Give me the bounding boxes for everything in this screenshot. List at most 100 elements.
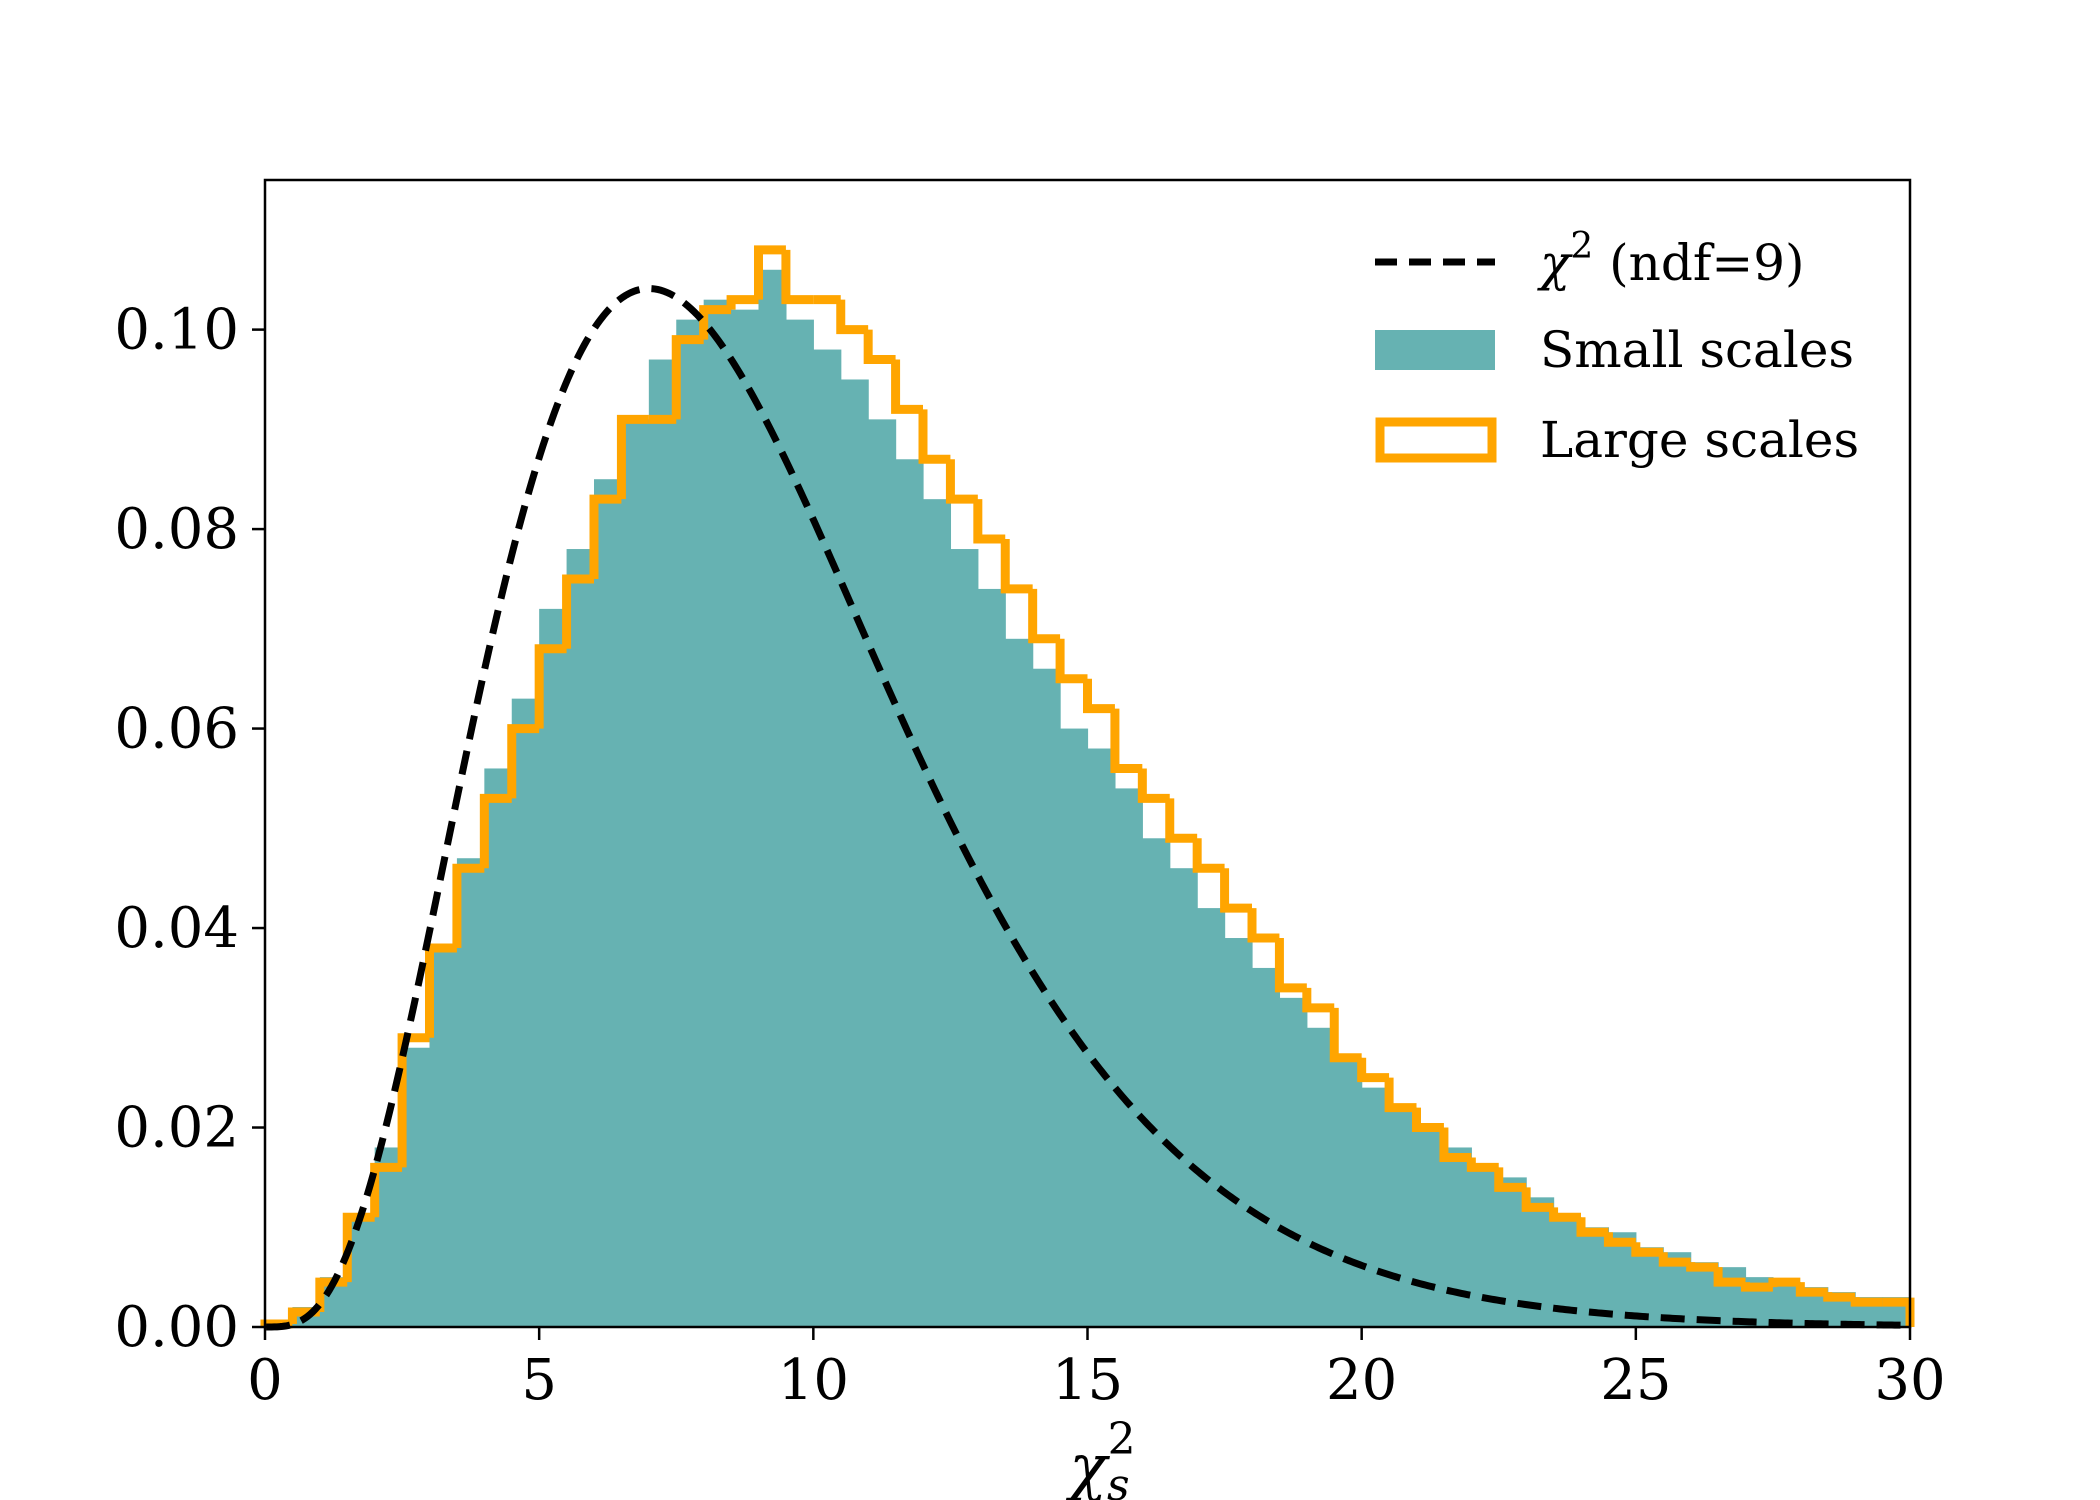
small-scales-bar (402, 1047, 431, 1327)
large-scales-bin (1439, 1127, 1472, 1162)
legend-curve-label: χ2 (ndf=9) (1537, 226, 1805, 292)
large-scales-bin (1000, 539, 1033, 594)
small-scales-bar (1389, 1107, 1418, 1327)
small-scales-bar (676, 319, 705, 1328)
large-scales-bin (671, 335, 704, 420)
large-scales-bin (1192, 838, 1225, 873)
large-scales-bin (863, 329, 896, 365)
large-scales-bin (1247, 908, 1280, 943)
chi2-curve-group (266, 285, 1909, 1331)
large-scales-bin (1466, 1157, 1499, 1172)
large-scales-bin (1357, 1057, 1390, 1083)
large-scales-bin (562, 574, 594, 649)
small-scales-bar (484, 768, 513, 1327)
small-scales-bar (456, 858, 485, 1327)
large-scales-bin (1137, 768, 1170, 803)
large-scales-bin (616, 414, 649, 500)
large-scales-bin (1603, 1232, 1636, 1247)
large-scales-bin (1549, 1207, 1581, 1222)
small-scales-bar (731, 309, 760, 1327)
large-scales-bin (1412, 1107, 1444, 1133)
large-scales-bin (726, 295, 759, 310)
legend-large-swatch (1375, 417, 1497, 463)
small-scales-bar (868, 419, 897, 1327)
large-scales-bin (754, 245, 786, 300)
x-tick-label: 5 (521, 1348, 557, 1413)
large-scales-bin (1768, 1277, 1801, 1288)
small-scales-bar (1142, 838, 1171, 1327)
small-scales-bar (648, 359, 677, 1328)
large-scales-bin (1795, 1282, 1828, 1297)
x-axis-label: χs2 (1065, 1414, 1135, 1500)
large-scales-bin (973, 499, 1006, 544)
large-scales-bin (589, 494, 622, 579)
small-scales-bar (594, 479, 623, 1327)
small-scales-bar (895, 459, 924, 1328)
small-scales-bar (1443, 1147, 1472, 1327)
large-scales-bin (1494, 1167, 1527, 1192)
small-scales-bar (1197, 908, 1226, 1327)
large-scales-bin (507, 724, 540, 799)
large-scales-bin (1220, 868, 1252, 913)
small-scales-bar (566, 549, 595, 1327)
small-scales-bar (977, 588, 1006, 1327)
y-tick-label: 0.02 (114, 1096, 239, 1161)
small-scales-bar (1252, 967, 1281, 1327)
small-scales-bar (621, 419, 650, 1327)
large-scales-bin (1686, 1262, 1719, 1272)
large-scales-bin (370, 1162, 403, 1218)
large-scales-bin (1850, 1297, 1883, 1307)
large-scales-bin (1028, 588, 1061, 644)
large-scales-bin (1083, 678, 1115, 714)
large-scales-bin (1713, 1267, 1746, 1287)
y-tick-label: 0.00 (114, 1295, 239, 1360)
small-scales-bar (813, 349, 842, 1327)
legend-small-swatch (1375, 330, 1495, 370)
small-scales-bar (1114, 788, 1143, 1327)
large-scales-bin (1521, 1187, 1554, 1212)
legend-large-label: Large scales (1540, 411, 1859, 469)
legend-small-label: Small scales (1540, 321, 1854, 379)
large-scales-bin (1055, 638, 1088, 684)
x-tick-label: 25 (1600, 1348, 1671, 1413)
large-scales-bin (1274, 938, 1307, 993)
small-scales-bar (1361, 1087, 1390, 1327)
large-scales-bin (1384, 1077, 1417, 1113)
large-scales-bin (1329, 1007, 1362, 1063)
large-scales-bin (452, 863, 485, 948)
small-scales-bar (347, 1217, 376, 1327)
small-scales-bar (840, 379, 869, 1327)
large-scales-bin (781, 249, 814, 305)
small-scales-bar (758, 269, 787, 1327)
small-scales-bar (1169, 868, 1198, 1327)
y-tick-label: 0.04 (114, 896, 239, 961)
small-scales-bar (1032, 668, 1061, 1327)
small-scales-bar (429, 947, 458, 1327)
large-scales-bin (699, 305, 732, 340)
plot-area (260, 245, 1915, 1331)
x-axis: 0 5 10 15 20 25 30 (247, 1327, 1946, 1413)
large-scales-bin (397, 1033, 430, 1168)
small-scales-bar (950, 549, 979, 1327)
y-tick-label: 0.06 (114, 697, 239, 762)
small-scales-bar (923, 499, 952, 1327)
large-scales-bin (1165, 798, 1198, 843)
large-scales-bin (945, 459, 978, 504)
small-scales-bar (539, 608, 568, 1327)
small-scales-bar (1087, 748, 1116, 1327)
small-scales-bar (1718, 1267, 1747, 1327)
small-scales-bar (1060, 728, 1089, 1327)
small-scales-bar (1005, 638, 1034, 1327)
small-scales-bar (1279, 997, 1308, 1327)
x-tick-label: 30 (1874, 1348, 1945, 1413)
legend: χ2 (ndf=9) Small scales Large scales (1375, 226, 1859, 469)
small-scales-bar (703, 299, 732, 1327)
large-scales-bin (315, 1277, 348, 1313)
x-tick-label: 0 (247, 1348, 283, 1413)
small-scales-bar (1224, 938, 1253, 1327)
large-scales-bin (891, 359, 923, 414)
large-scales-bin (1741, 1282, 1773, 1292)
large-scales-bin (1823, 1292, 1856, 1302)
chi2-curve (266, 285, 1909, 1331)
